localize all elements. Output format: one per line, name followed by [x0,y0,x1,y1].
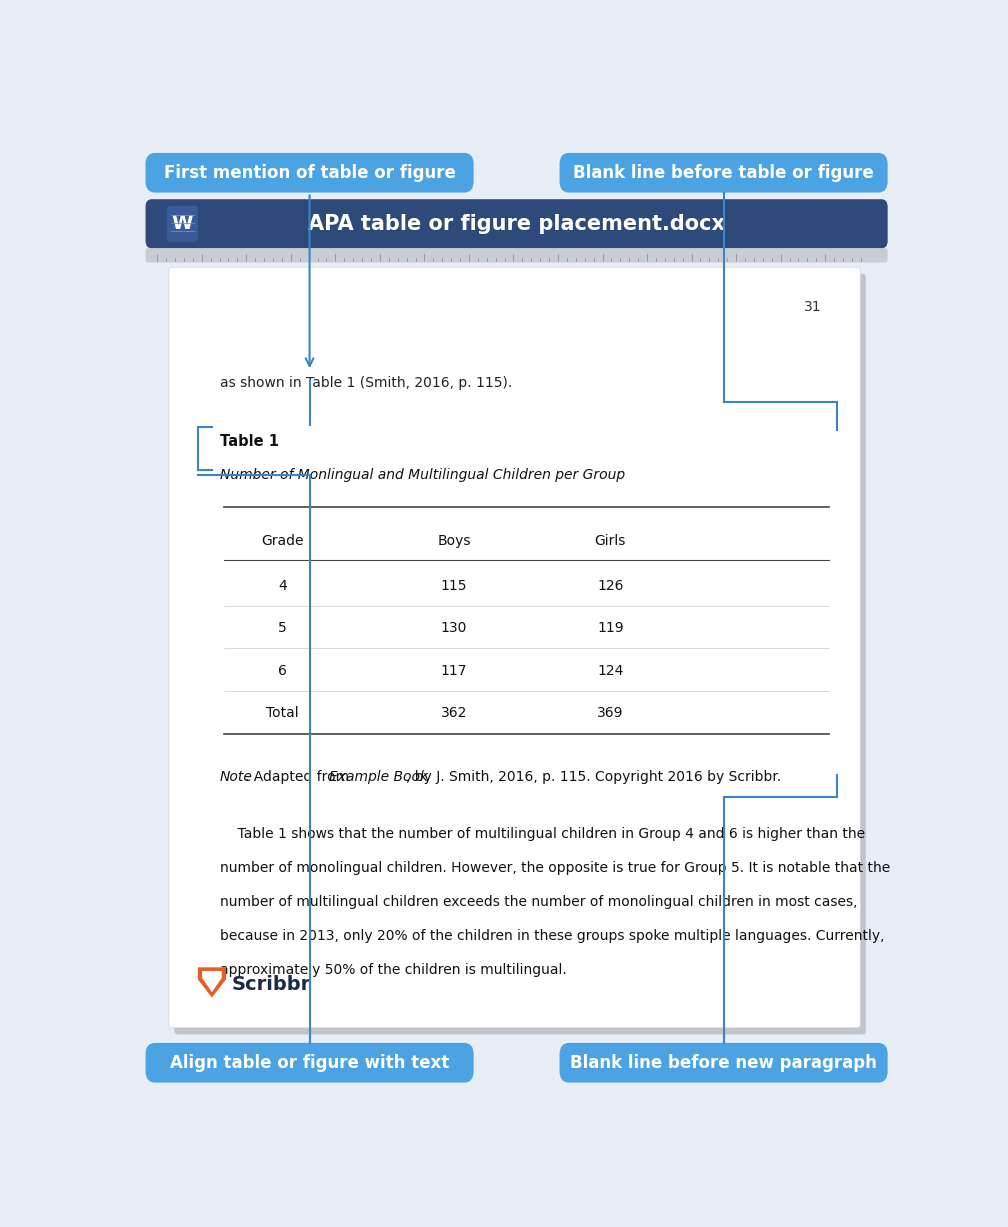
Text: , by J. Smith, 2016, p. 115. Copyright 2016 by Scribbr.: , by J. Smith, 2016, p. 115. Copyright 2… [406,771,781,784]
Text: 362: 362 [440,707,468,720]
Text: 119: 119 [597,621,624,636]
Text: APA table or figure placement.docx: APA table or figure placement.docx [308,213,725,234]
Text: Number of Monlingual and Multilingual Children per Group: Number of Monlingual and Multilingual Ch… [220,467,625,481]
Text: 369: 369 [597,707,624,720]
Polygon shape [198,967,226,998]
Text: 31: 31 [803,301,822,314]
FancyBboxPatch shape [166,206,198,242]
FancyBboxPatch shape [174,274,866,1034]
Text: First mention of table or figure: First mention of table or figure [163,163,456,182]
Text: number of monolingual children. However, the opposite is true for Group 5. It is: number of monolingual children. However,… [220,861,890,875]
Text: 4: 4 [278,579,286,593]
Polygon shape [202,971,222,993]
Text: Blank line before new paragraph: Blank line before new paragraph [571,1054,877,1071]
Text: W: W [171,215,193,233]
Text: 130: 130 [440,621,468,636]
Text: Grade: Grade [261,534,303,548]
Text: 117: 117 [440,664,468,677]
Text: approximately 50% of the children is multilingual.: approximately 50% of the children is mul… [220,963,566,977]
Text: Blank line before table or figure: Blank line before table or figure [574,163,874,182]
Text: Note: Note [220,771,253,784]
Text: 126: 126 [597,579,624,593]
FancyBboxPatch shape [145,1043,474,1082]
FancyBboxPatch shape [145,248,888,263]
Text: Scribbr: Scribbr [232,974,310,994]
Text: as shown in Table 1 (Smith, 2016, p. 115).: as shown in Table 1 (Smith, 2016, p. 115… [220,375,512,390]
Text: 6: 6 [278,664,286,677]
Text: because in 2013, only 20% of the children in these groups spoke multiple languag: because in 2013, only 20% of the childre… [220,929,884,944]
Text: Table 1 shows that the number of multilingual children in Group 4 and 6 is highe: Table 1 shows that the number of multili… [220,827,865,840]
FancyBboxPatch shape [559,153,888,193]
FancyBboxPatch shape [559,1043,888,1082]
Text: Table 1: Table 1 [220,434,279,449]
FancyBboxPatch shape [169,267,861,1028]
Text: Total: Total [266,707,298,720]
Text: Example Book: Example Book [330,771,428,784]
FancyBboxPatch shape [145,199,888,248]
Text: . Adapted from: . Adapted from [245,771,354,784]
Text: Boys: Boys [437,534,471,548]
Text: 5: 5 [278,621,286,636]
Text: number of multilingual children exceeds the number of monolingual children in mo: number of multilingual children exceeds … [220,894,857,909]
Text: 124: 124 [597,664,624,677]
FancyBboxPatch shape [145,153,474,193]
Text: Align table or figure with text: Align table or figure with text [170,1054,450,1071]
Text: Girls: Girls [595,534,626,548]
Text: 115: 115 [440,579,468,593]
